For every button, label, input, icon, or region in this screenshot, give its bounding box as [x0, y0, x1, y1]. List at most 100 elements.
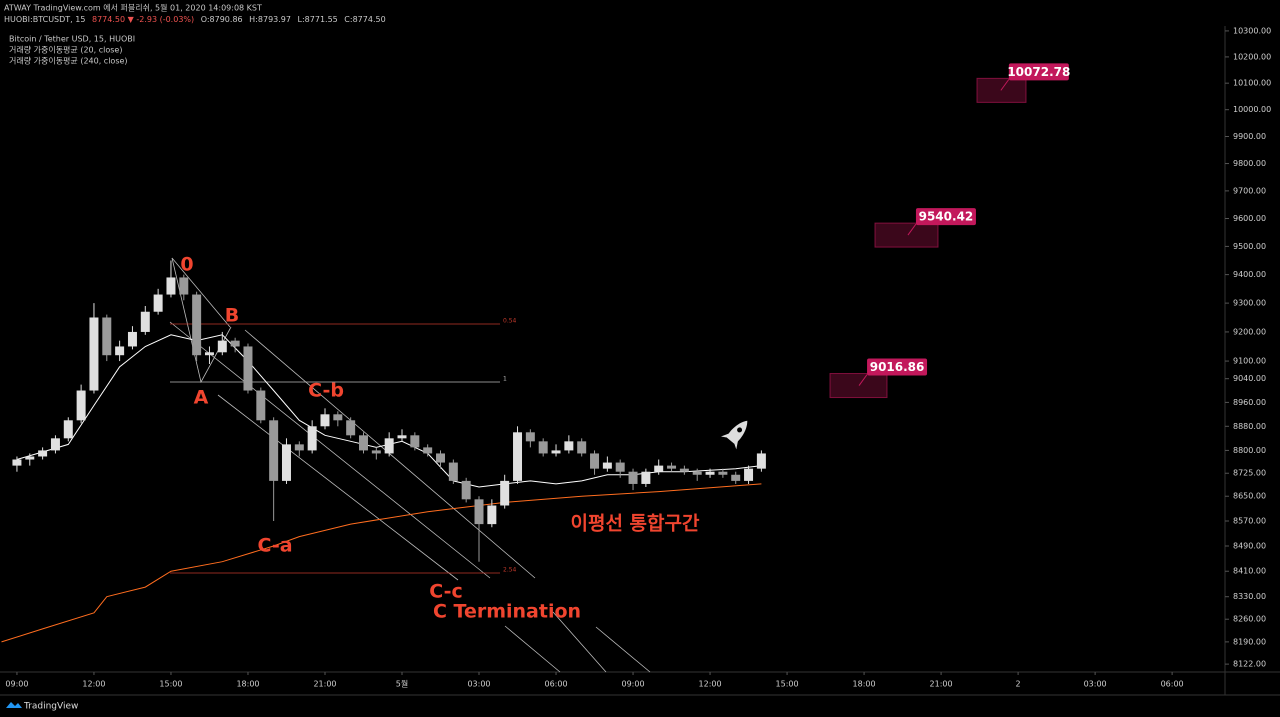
candle-body [448, 462, 458, 481]
change: -2.93 (-0.03%) [136, 15, 194, 24]
candle-body [140, 311, 150, 332]
candle-body [217, 340, 227, 353]
y-tick-label: 9900.00 [1233, 132, 1266, 141]
y-tick-label: 10300.00 [1233, 26, 1271, 35]
y-tick-label: 9200.00 [1233, 327, 1266, 336]
candle-body [102, 317, 112, 356]
candle-body [204, 352, 214, 356]
target-zone [874, 222, 939, 248]
y-tick-label: 9800.00 [1233, 159, 1266, 168]
fib-label: 2.54 [503, 567, 517, 574]
candle-body [744, 468, 754, 481]
candle-body [294, 444, 304, 451]
candle-body [525, 432, 535, 442]
candle-body [564, 441, 574, 451]
symbol: HUOBI:BTCUSDT, 15 [4, 15, 85, 24]
y-tick-label: 8260.00 [1233, 615, 1266, 624]
candle-body [192, 294, 202, 356]
candle-body [127, 331, 137, 347]
y-tick-label: 9500.00 [1233, 242, 1266, 251]
candle-body [628, 471, 638, 484]
high: H:8793.97 [249, 15, 291, 24]
legend-entry: 거래량 가중이동평균 (240, close) [9, 56, 128, 66]
candle-body [38, 450, 48, 457]
target-label: 10072.78 [1007, 65, 1070, 79]
logo [6, 702, 22, 708]
y-tick-label: 8410.00 [1233, 567, 1266, 576]
candle-body [256, 390, 266, 421]
x-tick-label: 09:00 [622, 680, 645, 689]
candle-body [269, 420, 279, 481]
x-tick-label: 12:00 [82, 680, 105, 689]
candle-body [179, 277, 189, 295]
channel-line [169, 321, 491, 579]
candle-body [346, 420, 356, 436]
candle-body [230, 340, 240, 347]
candle-body [410, 435, 420, 448]
x-tick-label: 03:00 [1084, 680, 1107, 689]
fib-label: 1 [503, 376, 507, 383]
candle-body [12, 459, 22, 466]
fan-line [171, 257, 231, 328]
y-tick-label: 9600.00 [1233, 214, 1266, 223]
candle-body [615, 462, 625, 472]
candle-body [692, 471, 702, 475]
target-label-bg [915, 208, 976, 226]
moving-average [1, 483, 762, 643]
target-label-bg [867, 358, 928, 376]
footer: TradingView [23, 702, 78, 712]
open: O:8790.86 [201, 15, 243, 24]
drawings [169, 257, 651, 673]
candle-body [756, 453, 766, 469]
candle-body [500, 480, 510, 506]
candle-body [474, 499, 484, 525]
candle-body [397, 435, 407, 439]
candle-body [166, 277, 176, 295]
annotation: 이평선 통합구간 [571, 513, 700, 535]
candle-body [538, 441, 548, 454]
rocket-icon [720, 420, 748, 450]
y-tick-label: 8960.00 [1233, 398, 1266, 407]
y-tick-label: 8122.00 [1233, 660, 1266, 669]
arrow: ▼ [128, 15, 135, 24]
annotation: 0 [180, 254, 193, 276]
candle-body [50, 438, 60, 451]
annotation: C-c [429, 581, 463, 603]
candle-body [602, 462, 612, 469]
x-tick-label: 06:00 [544, 680, 567, 689]
y-tick-label: 9300.00 [1233, 299, 1266, 308]
candle-body [461, 480, 471, 500]
channel-line [595, 626, 651, 673]
candle-body [307, 426, 317, 451]
y-tick-label: 9700.00 [1233, 186, 1266, 195]
annotation: B [225, 305, 239, 327]
target-pointer [858, 374, 868, 386]
candle-body [667, 465, 677, 469]
candle-body [551, 450, 561, 454]
last: 8774.50 [92, 15, 125, 24]
candle-body [243, 346, 253, 391]
channel-line [552, 611, 607, 673]
annotation: C-a [257, 535, 292, 557]
candle-body [436, 453, 445, 463]
channel-line [244, 329, 536, 579]
y-tick-label: 8725.00 [1233, 469, 1266, 478]
chart-title: Bitcoin / Tether USD, 15, HUOBI [9, 35, 135, 44]
target-zone [829, 373, 888, 399]
x-tick-label: 12:00 [699, 680, 722, 689]
y-tick-label: 8880.00 [1233, 422, 1266, 431]
low: L:8771.55 [298, 15, 338, 24]
candle-body [63, 420, 73, 439]
x-tick-label: 18:00 [853, 680, 876, 689]
channel-line [504, 625, 561, 673]
target-pointer [1000, 79, 1010, 91]
y-tick-label: 8650.00 [1233, 492, 1266, 501]
y-tick-label: 8570.00 [1233, 517, 1266, 526]
candle-body [76, 390, 86, 421]
candle-body [487, 505, 497, 525]
x-tick-label: 18:00 [236, 680, 259, 689]
candle-body [25, 456, 35, 460]
target-label: 9016.86 [870, 360, 925, 374]
close: C:8774.50 [344, 15, 385, 24]
